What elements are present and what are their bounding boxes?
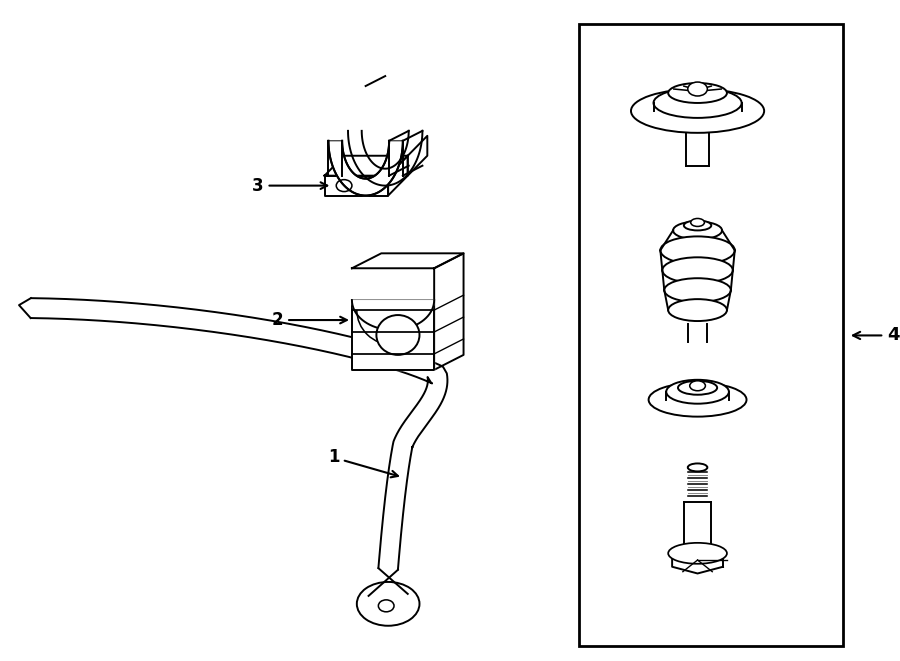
Ellipse shape: [376, 315, 419, 355]
Ellipse shape: [673, 221, 722, 239]
Polygon shape: [325, 156, 408, 176]
Polygon shape: [325, 176, 388, 196]
Polygon shape: [328, 141, 403, 196]
Polygon shape: [408, 136, 427, 176]
Polygon shape: [352, 253, 464, 268]
Polygon shape: [672, 547, 723, 574]
Ellipse shape: [356, 582, 419, 626]
Text: 2: 2: [272, 311, 346, 329]
Ellipse shape: [653, 88, 742, 118]
Text: 3: 3: [252, 176, 328, 194]
Ellipse shape: [684, 221, 711, 231]
Ellipse shape: [689, 381, 706, 391]
Ellipse shape: [668, 299, 727, 321]
Bar: [579, 24, 843, 646]
Text: 1: 1: [328, 448, 398, 477]
Ellipse shape: [661, 237, 734, 264]
Ellipse shape: [664, 278, 731, 302]
Polygon shape: [434, 253, 464, 370]
Ellipse shape: [688, 463, 707, 471]
Ellipse shape: [378, 600, 394, 612]
Ellipse shape: [678, 381, 717, 395]
Polygon shape: [352, 300, 434, 370]
Ellipse shape: [690, 219, 705, 227]
Text: 4: 4: [853, 327, 899, 344]
Ellipse shape: [662, 257, 733, 283]
Ellipse shape: [668, 83, 727, 103]
Ellipse shape: [649, 383, 746, 416]
Polygon shape: [328, 131, 422, 196]
Polygon shape: [352, 300, 434, 330]
Ellipse shape: [337, 180, 352, 192]
Polygon shape: [31, 298, 447, 570]
Polygon shape: [388, 156, 408, 196]
Ellipse shape: [688, 82, 707, 96]
Ellipse shape: [631, 89, 764, 133]
Ellipse shape: [668, 543, 727, 564]
Ellipse shape: [666, 380, 729, 404]
